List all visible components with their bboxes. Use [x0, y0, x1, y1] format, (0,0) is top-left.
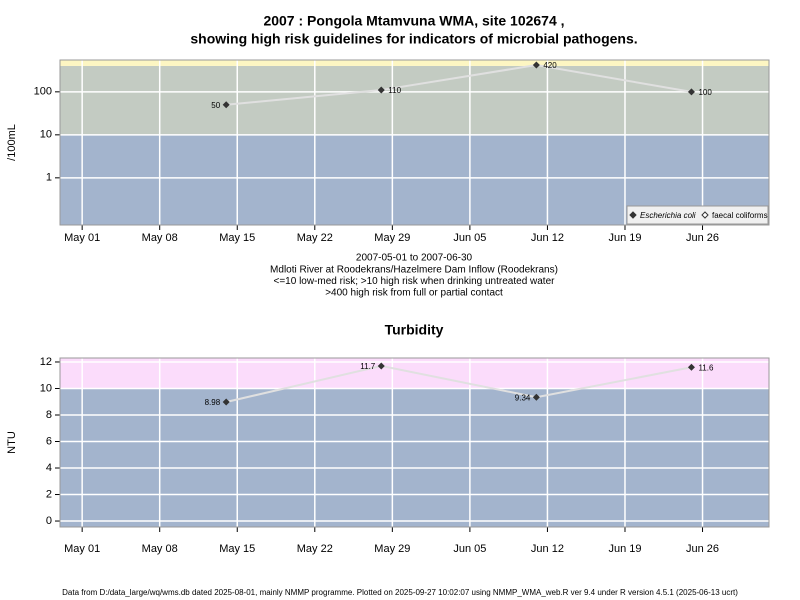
y-tick-label: 10	[40, 382, 52, 394]
guideline-band	[60, 388, 769, 527]
x-tick-label: May 29	[374, 543, 410, 555]
data-label: 420	[543, 61, 557, 70]
guideline-band	[60, 60, 769, 66]
x-tick-label: May 01	[64, 543, 100, 555]
data-label: 50	[211, 101, 220, 110]
legend-label: faecal coliforms	[712, 211, 768, 220]
x-tick-label: May 08	[142, 232, 178, 244]
data-label: 100	[698, 88, 712, 97]
legend-marker	[629, 211, 637, 219]
legend-label: Escherichia coli	[640, 211, 696, 220]
x-tick-label: Jun 12	[531, 543, 564, 555]
y-tick-label: 2	[46, 488, 52, 500]
data-label: 8.98	[205, 398, 221, 407]
footer: Data from D:/data_large/wq/wms.db dated …	[62, 588, 738, 597]
x-tick-label: Jun 26	[686, 543, 719, 555]
data-label: 9.34	[515, 393, 531, 402]
plot-frame	[59, 357, 770, 528]
chart-title: showing high risk guidelines for indicat…	[190, 31, 637, 47]
x-tick-label: Jun 12	[531, 232, 564, 244]
point	[532, 61, 540, 69]
point	[687, 88, 695, 96]
series-line	[226, 64, 692, 106]
series-line	[225, 364, 692, 403]
y-tick-label: 100	[34, 86, 52, 98]
y-tick-label: 0	[46, 515, 52, 527]
y-tick-label: 8	[46, 409, 52, 421]
x-tick-label: May 22	[297, 543, 333, 555]
x-tick-label: Jun 05	[453, 543, 486, 555]
data-label: 11.7	[360, 362, 376, 371]
plot-frame	[59, 59, 770, 226]
y-axis-label: /100mL	[6, 124, 18, 161]
y-tick-label: 10	[40, 129, 52, 141]
x-tick-label: Jun 19	[608, 232, 641, 244]
point	[222, 101, 230, 109]
x-tick-label: Jun 19	[608, 543, 641, 555]
chart-title: Turbidity	[385, 322, 444, 338]
y-tick-label: 1	[46, 172, 52, 184]
note: 2007-05-01 to 2007-06-30	[356, 253, 473, 264]
y-tick-label: 12	[40, 356, 52, 368]
point	[687, 363, 695, 371]
guideline-band	[60, 65, 769, 135]
x-tick-label: Jun 26	[686, 232, 719, 244]
x-tick-label: May 29	[374, 232, 410, 244]
x-tick-label: May 22	[297, 232, 333, 244]
x-tick-label: May 15	[219, 232, 255, 244]
chart-title: 2007 : Pongola Mtamvuna WMA, site 102674…	[263, 13, 564, 29]
note: <=10 low-med risk; >10 high risk when dr…	[274, 276, 556, 287]
y-tick-label: 6	[46, 435, 52, 447]
data-label: 11.6	[698, 363, 714, 372]
note: Mdloti River at Roodekrans/Hazelmere Dam…	[270, 264, 558, 275]
x-tick-label: Jun 05	[453, 232, 486, 244]
legend	[626, 205, 769, 225]
point	[222, 398, 230, 406]
legend-marker	[701, 211, 709, 219]
point	[532, 393, 540, 401]
x-tick-label: May 01	[64, 232, 100, 244]
x-tick-label: May 08	[142, 543, 178, 555]
note: >400 high risk from full or partial cont…	[325, 288, 503, 299]
x-tick-label: May 15	[219, 543, 255, 555]
y-axis-label: NTU	[6, 431, 18, 454]
data-label: 110	[388, 86, 401, 95]
point	[377, 362, 385, 370]
point	[377, 86, 385, 94]
y-tick-label: 4	[46, 462, 52, 474]
